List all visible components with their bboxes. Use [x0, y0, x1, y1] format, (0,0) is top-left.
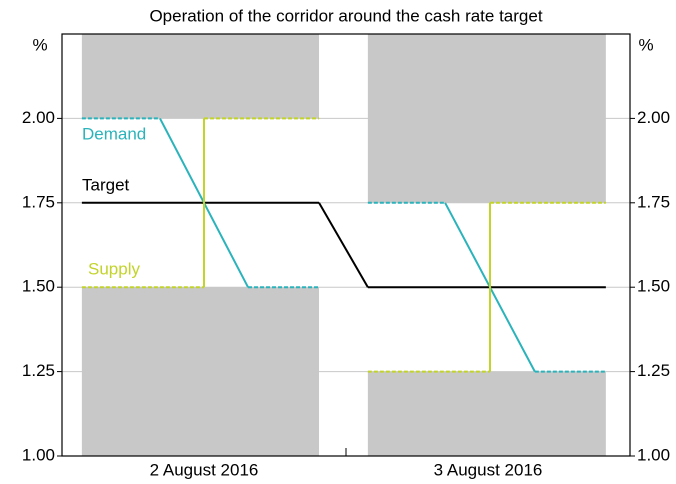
target-label: Target	[82, 175, 130, 194]
x-tick-label: 3 August 2016	[434, 460, 543, 479]
y-unit-right: %	[638, 35, 653, 54]
y-tick-label: 2.00	[22, 108, 55, 127]
y2-tick-label: 1.50	[637, 277, 670, 296]
x-tick-label: 2 August 2016	[150, 460, 259, 479]
y-tick-label: 1.25	[22, 361, 55, 380]
y-tick-label: 1.50	[22, 277, 55, 296]
y2-tick-label: 1.00	[637, 445, 670, 464]
corridor-band	[367, 371, 606, 456]
y-tick-label: 1.00	[22, 445, 55, 464]
y-unit-left: %	[32, 35, 47, 54]
y2-tick-label: 2.00	[637, 108, 670, 127]
corridor-band	[81, 34, 320, 119]
y2-tick-label: 1.75	[637, 192, 670, 211]
supply-label: Supply	[88, 259, 140, 278]
y2-tick-label: 1.25	[637, 361, 670, 380]
series-segment	[318, 202, 369, 288]
demand-label: Demand	[82, 124, 146, 143]
y-tick-label: 1.75	[22, 192, 55, 211]
chart-subtitle: Operation of the corridor around the cas…	[149, 6, 542, 25]
lines	[81, 117, 606, 373]
